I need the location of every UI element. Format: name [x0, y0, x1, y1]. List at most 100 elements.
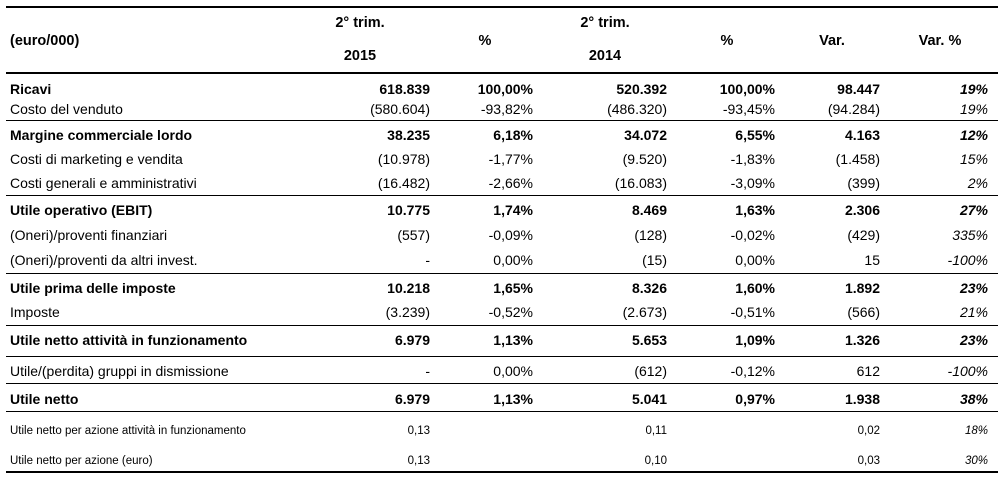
cell-p2014: 0,97% — [735, 391, 775, 407]
cell-varp: 12% — [959, 127, 988, 143]
cell-v2014: 34.072 — [624, 127, 667, 143]
cell-p2015: 1,74% — [493, 202, 533, 218]
cell-v2015: - — [425, 363, 430, 379]
col-var: Var. — [819, 33, 845, 49]
row-divider — [6, 356, 998, 357]
cell-v2015: (3.239) — [385, 304, 430, 320]
cell-p2015: 0,00% — [493, 252, 533, 268]
cell-var: 2.306 — [844, 202, 880, 218]
cell-p2015: 100,00% — [477, 81, 533, 97]
row-label: (Oneri)/proventi da altri invest. — [10, 252, 198, 268]
cell-v2015: 6.979 — [394, 391, 430, 407]
col-2014-year: 2014 — [588, 48, 622, 64]
cell-p2014: -0,12% — [730, 363, 775, 379]
cell-v2015: (10.978) — [377, 151, 430, 167]
cell-v2014: (16.083) — [614, 175, 667, 191]
cell-v2015: 6.979 — [394, 332, 430, 348]
cell-p2014: 6,55% — [735, 127, 775, 143]
row-divider — [6, 72, 998, 74]
row-divider — [6, 273, 998, 274]
col-var-pct: Var. % — [918, 33, 962, 49]
row-divider — [6, 471, 998, 473]
cell-var: 1.938 — [844, 391, 880, 407]
cell-v2014: 8.469 — [631, 202, 667, 218]
row-divider — [6, 383, 998, 384]
cell-p2015: 1,65% — [493, 280, 533, 296]
row-divider — [6, 411, 998, 412]
col-2015-year: 2015 — [343, 48, 377, 64]
cell-p2014: -1,83% — [730, 151, 775, 167]
cell-var: 0,02 — [857, 425, 880, 437]
cell-p2015: 1,13% — [493, 332, 533, 348]
cell-p2014: 1,63% — [735, 202, 775, 218]
cell-var: (94.284) — [827, 101, 880, 117]
row-label: Margine commerciale lordo — [10, 127, 193, 143]
cell-p2015: 1,13% — [493, 391, 533, 407]
cell-var: (399) — [847, 175, 880, 191]
row-divider — [6, 195, 998, 196]
cell-varp: 30% — [964, 455, 988, 467]
cell-v2014: (612) — [634, 363, 667, 379]
row-label: Utile netto — [10, 391, 79, 407]
cell-v2014: (486.320) — [607, 101, 667, 117]
cell-var: 98.447 — [837, 81, 880, 97]
cell-varp: 23% — [959, 332, 988, 348]
cell-v2014: 0,11 — [645, 425, 667, 437]
cell-p2014: 1,60% — [735, 280, 775, 296]
cell-var: 4.163 — [844, 127, 880, 143]
cell-var: (566) — [847, 304, 880, 320]
row-label: Utile/(perdita) gruppi in dismissione — [10, 363, 229, 379]
cell-v2015: (557) — [397, 227, 430, 243]
cell-v2014: 0,10 — [644, 455, 667, 467]
cell-p2014: -93,45% — [722, 101, 775, 117]
cell-v2014: 5.041 — [631, 391, 667, 407]
cell-p2015: 0,00% — [493, 363, 533, 379]
col-2014-pct: % — [720, 33, 734, 49]
cell-v2015: 10.218 — [387, 280, 430, 296]
row-label: Utile prima delle imposte — [10, 280, 176, 296]
cell-varp: 15% — [959, 151, 988, 167]
cell-v2014: 520.392 — [616, 81, 667, 97]
cell-var: 0,03 — [857, 455, 880, 467]
cell-varp: 23% — [959, 280, 988, 296]
cell-p2014: -0,51% — [730, 304, 775, 320]
cell-varp: 19% — [959, 101, 988, 117]
cell-varp: 19% — [959, 81, 988, 97]
cell-v2015: 0,13 — [407, 455, 430, 467]
col-2014-title: 2° trim. — [580, 15, 630, 31]
cell-p2014: 1,09% — [735, 332, 775, 348]
row-divider — [6, 325, 998, 326]
cell-p2014: 0,00% — [735, 252, 775, 268]
cell-varp: 335% — [952, 227, 988, 243]
cell-var: 1.326 — [844, 332, 880, 348]
cell-v2014: (15) — [642, 252, 667, 268]
cell-p2014: 100,00% — [719, 81, 775, 97]
row-divider — [6, 6, 998, 8]
cell-var: 1.892 — [844, 280, 880, 296]
row-label: (Oneri)/proventi finanziari — [10, 227, 168, 243]
cell-p2015: 6,18% — [493, 127, 533, 143]
cell-varp: 21% — [959, 304, 988, 320]
cell-varp: 18% — [964, 425, 988, 437]
cell-v2015: 618.839 — [379, 81, 430, 97]
cell-varp: -100% — [947, 363, 988, 379]
cell-varp: 27% — [959, 202, 988, 218]
cell-v2014: (9.520) — [622, 151, 667, 167]
cell-v2014: (128) — [634, 227, 667, 243]
cell-v2014: 8.326 — [631, 280, 667, 296]
row-label: Costo del venduto — [10, 101, 123, 117]
cell-var: (1.458) — [835, 151, 880, 167]
row-label: Imposte — [10, 304, 60, 320]
cell-var: (429) — [847, 227, 880, 243]
cell-p2015: -0,09% — [488, 227, 533, 243]
unit-label: (euro/000) — [10, 33, 80, 49]
row-label: Utile netto per azione (euro) — [10, 455, 153, 467]
cell-varp: -100% — [947, 252, 988, 268]
cell-p2015: -2,66% — [488, 175, 533, 191]
cell-p2014: -0,02% — [730, 227, 775, 243]
cell-varp: 38% — [959, 391, 988, 407]
cell-p2015: -93,82% — [480, 101, 533, 117]
row-label: Costi generali e amministrativi — [10, 175, 197, 191]
cell-v2015: 0,13 — [407, 425, 430, 437]
